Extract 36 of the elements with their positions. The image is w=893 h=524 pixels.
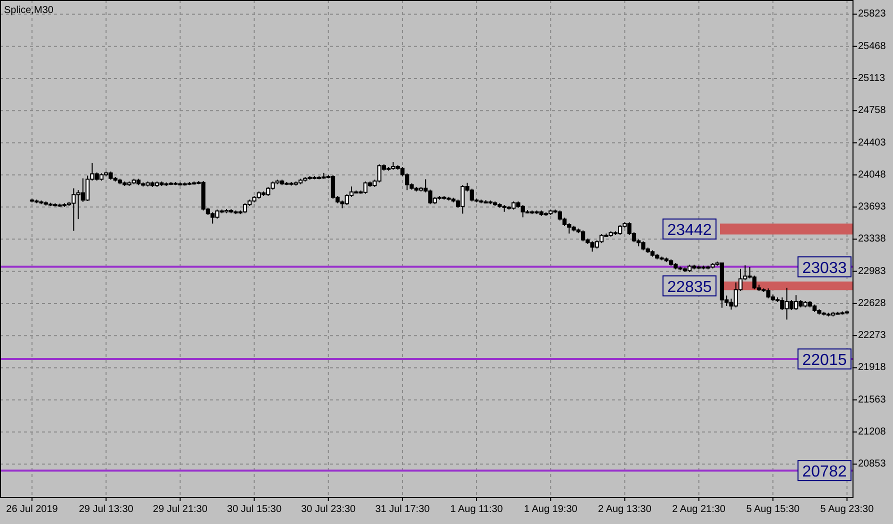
- y-tick-label: 20853: [858, 458, 886, 470]
- y-tick-label: 25468: [858, 40, 886, 52]
- candlestick: [242, 202, 248, 214]
- y-tick-label: 25823: [858, 8, 886, 20]
- y-tick-label: 21918: [858, 362, 886, 374]
- x-tick-label: 5 Aug 15:30: [746, 504, 800, 515]
- ref-line-label: 20782: [802, 464, 847, 481]
- y-tick-label: 22628: [858, 298, 886, 309]
- x-tick-label: 30 Jul 23:30: [301, 504, 356, 515]
- x-tick-label: 26 Jul 2019: [6, 504, 58, 515]
- x-tick-label: 29 Jul 21:30: [152, 504, 208, 515]
- y-tick-label: 24758: [858, 105, 886, 116]
- x-tick-label: 2 Aug 21:30: [672, 504, 726, 515]
- y-tick-label: 21208: [858, 426, 886, 438]
- y-tick-label: 22273: [858, 330, 886, 342]
- y-tick-label: 22983: [858, 266, 886, 277]
- x-tick-label: 31 Jul 17:30: [375, 504, 430, 515]
- x-tick-label: 1 Aug 11:30: [450, 504, 504, 515]
- band-label: 22835: [667, 278, 712, 296]
- x-tick-label: 29 Jul 13:30: [78, 504, 134, 515]
- x-tick-label: 1 Aug 19:30: [524, 504, 578, 515]
- ref-line-label: 23033: [802, 260, 847, 277]
- y-tick-label: 24403: [858, 137, 886, 148]
- y-tick-label: 23338: [858, 234, 886, 245]
- ref-line-label: 22015: [802, 352, 847, 369]
- x-tick-label: 2 Aug 13:30: [598, 504, 652, 515]
- x-tick-label: 30 Jul 15:30: [227, 504, 282, 515]
- candlestick: [330, 174, 336, 200]
- x-tick-label: 5 Aug 23:30: [820, 504, 874, 515]
- y-tick-label: 23693: [858, 202, 886, 213]
- text: Splice,M30: [4, 5, 54, 16]
- band-label: 23442: [667, 222, 712, 240]
- y-tick-label: 24048: [858, 169, 886, 180]
- candlestick: [580, 230, 586, 242]
- y-tick-label: 21563: [858, 394, 886, 406]
- y-tick-label: 25113: [858, 72, 886, 84]
